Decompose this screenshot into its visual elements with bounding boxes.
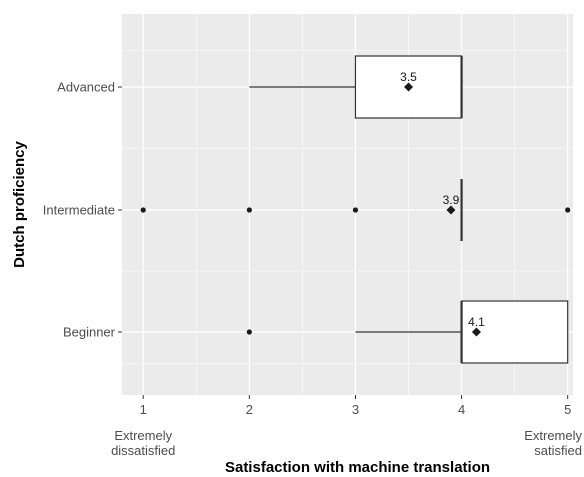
mean-label-intermediate: 3.9	[443, 193, 460, 207]
outlier-point-intermediate	[140, 207, 146, 213]
x-tick-sublabel: Extremely	[114, 428, 172, 443]
outlier-point-beginner	[246, 329, 252, 335]
outlier-point-intermediate	[246, 207, 252, 213]
outlier-point-intermediate	[565, 207, 571, 213]
mean-marker-advanced	[404, 82, 414, 92]
axes: AdvancedIntermediateBeginner1Extremelydi…	[43, 80, 583, 459]
x-tick-label: 1	[140, 402, 147, 417]
mean-marker-beginner	[471, 327, 481, 337]
x-tick-sublabel: Extremely	[524, 428, 582, 443]
y-axis-title: Dutch proficiency	[11, 140, 28, 267]
x-tick-label: 4	[458, 402, 465, 417]
x-tick-sublabel: dissatisfied	[111, 443, 175, 458]
x-tick-sublabel: satisfied	[534, 443, 582, 458]
chart-marks: 3.5 3.9 4.1	[140, 55, 571, 364]
x-tick-label: 5	[564, 402, 571, 417]
y-tick-label: Advanced	[57, 80, 115, 95]
mean-marker-intermediate	[446, 205, 456, 215]
x-axis-title: Satisfaction with machine translation	[225, 459, 490, 476]
mean-label-advanced: 3.5	[400, 70, 417, 84]
y-tick-label: Intermediate	[43, 203, 115, 218]
x-tick-label: 2	[246, 402, 253, 417]
y-tick-label: Beginner	[63, 325, 116, 340]
x-tick-label: 3	[352, 402, 359, 417]
mean-label-beginner: 4.1	[468, 315, 485, 329]
outlier-point-intermediate	[352, 207, 359, 213]
